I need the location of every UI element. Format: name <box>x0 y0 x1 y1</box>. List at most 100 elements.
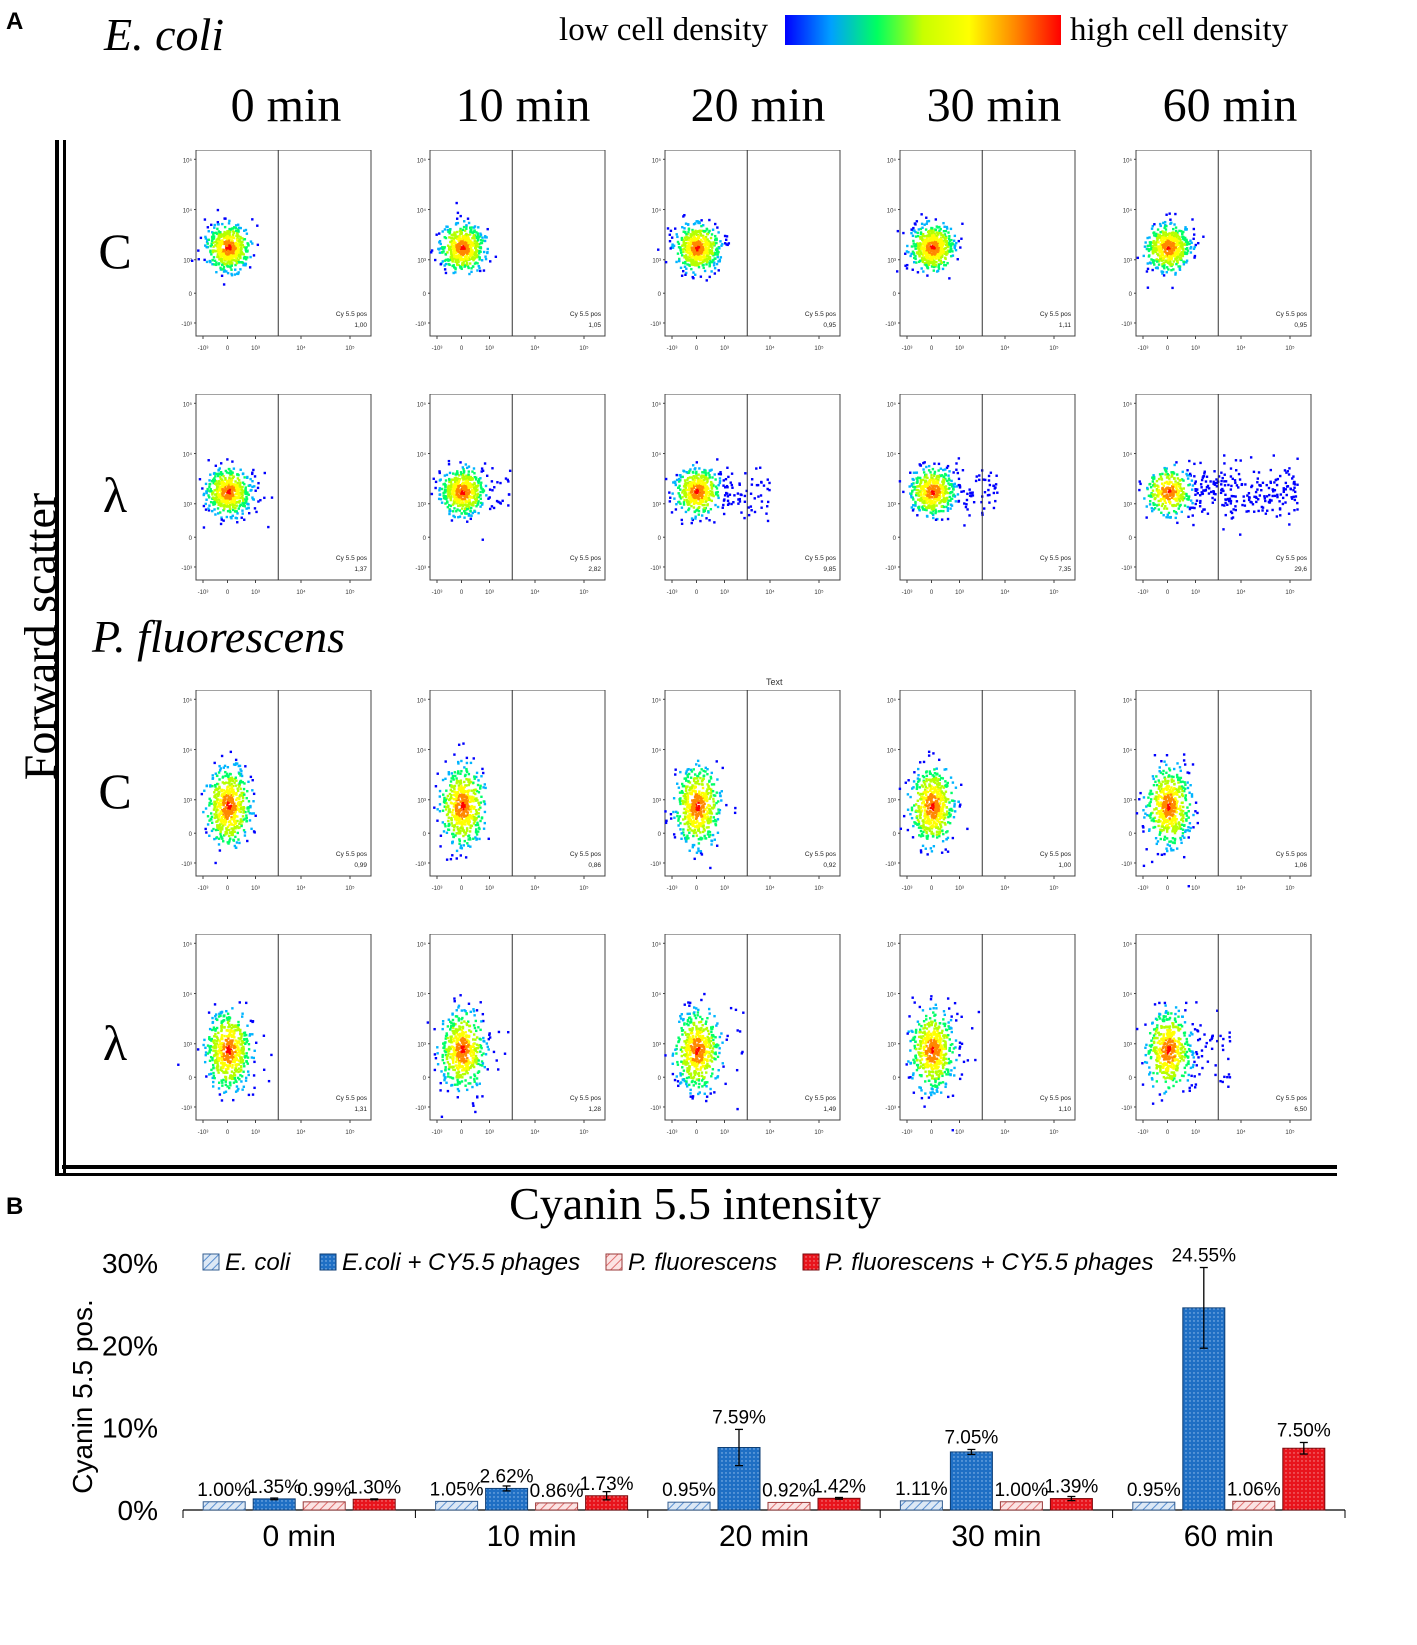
bar-s3-4 <box>1282 1447 1326 1511</box>
gate-value: 0,86 <box>588 862 601 869</box>
legend-label-2: P. fluorescens <box>628 1249 777 1276</box>
data-label: 1.06% <box>1227 1479 1281 1500</box>
bar-s1-1 <box>485 1487 529 1511</box>
svg-text:10³: 10³ <box>652 259 661 265</box>
gate-value: 2,82 <box>588 566 601 573</box>
gate-value: 7,35 <box>1058 566 1071 573</box>
flow-plot-r1-c3: 10⁵ 10⁴ 10³ 0 -10³ -10³ 0 10³ 10⁴ 10⁵ Cy 5.5 pos 7,… <box>885 394 1076 596</box>
gate-label: Cy 5.5 pos <box>805 1095 837 1102</box>
svg-text:10⁴: 10⁴ <box>1123 208 1133 215</box>
svg-text:10⁴: 10⁴ <box>417 208 427 215</box>
svg-text:10³: 10³ <box>887 259 896 265</box>
svg-text:-10³: -10³ <box>902 590 913 596</box>
svg-text:10⁵: 10⁵ <box>183 157 193 164</box>
svg-text:10⁴: 10⁴ <box>1236 345 1246 352</box>
frame-left-outer <box>55 140 59 1173</box>
bar-s0-1 <box>435 1500 479 1511</box>
x-category-label: 60 min <box>1184 1520 1274 1553</box>
bar-s2-2 <box>767 1501 811 1511</box>
row-label-pf-phage: λ <box>102 1015 128 1071</box>
cyanin-intensity-label: Cyanin 5.5 intensity <box>509 1178 881 1229</box>
svg-text:-10³: -10³ <box>885 322 896 328</box>
svg-text:10⁵: 10⁵ <box>417 157 427 164</box>
frame-bottom-upper <box>62 1165 1337 1169</box>
y-tick-label: 30% <box>102 1248 158 1279</box>
gate-value: 6,50 <box>1294 1106 1307 1113</box>
row-label-ecoli-control: C <box>98 223 132 279</box>
density-colorbar <box>785 15 1061 45</box>
gate-label: Cy 5.5 pos <box>805 311 837 318</box>
svg-text:10⁵: 10⁵ <box>887 157 897 164</box>
svg-text:10⁵: 10⁵ <box>345 589 355 596</box>
forward-scatter-label: Forward scatter <box>14 492 66 781</box>
time-header-2: 20 min <box>690 79 826 132</box>
data-label: 0.99% <box>297 1480 351 1501</box>
svg-text:10⁴: 10⁴ <box>765 589 775 596</box>
legend-label-0: E. coli <box>225 1249 291 1276</box>
svg-text:10⁴: 10⁴ <box>887 452 897 459</box>
svg-text:0: 0 <box>658 536 662 542</box>
gate-value: 1,00 <box>354 322 367 329</box>
data-label: 7.59% <box>712 1407 766 1428</box>
bar-s0-0 <box>202 1501 246 1511</box>
gate-label: Cy 5.5 pos <box>1276 311 1308 318</box>
svg-text:0: 0 <box>423 292 427 298</box>
legend-high-label: high cell density <box>1070 12 1289 48</box>
svg-text:10³: 10³ <box>720 590 729 596</box>
frame-left-inner <box>63 140 66 1173</box>
svg-text:10⁴: 10⁴ <box>1000 345 1010 352</box>
svg-text:0: 0 <box>1129 292 1133 298</box>
svg-text:-10³: -10³ <box>181 566 192 572</box>
flow-plot-r0-c4: 10⁵ 10⁴ 10³ 0 -10³ -10³ 0 10³ 10⁴ 10⁵ Cy 5.5 pos 0,… <box>1121 150 1312 352</box>
svg-text:0: 0 <box>695 590 699 596</box>
svg-text:10⁵: 10⁵ <box>183 401 193 408</box>
gate-label: Cy 5.5 pos <box>805 851 837 858</box>
gate-label: Cy 5.5 pos <box>570 1095 602 1102</box>
svg-text:10⁵: 10⁵ <box>814 589 824 596</box>
svg-text:10⁵: 10⁵ <box>1049 345 1059 352</box>
svg-text:10⁵: 10⁵ <box>652 401 662 408</box>
bar-s2-4 <box>1232 1500 1276 1511</box>
gate-label: Cy 5.5 pos <box>1040 555 1072 562</box>
gate-value: 1,37 <box>354 566 367 573</box>
gate-label: Cy 5.5 pos <box>336 311 368 318</box>
svg-text:10⁴: 10⁴ <box>183 208 193 215</box>
svg-text:0: 0 <box>695 346 699 352</box>
gate-label: Cy 5.5 pos <box>1040 1095 1072 1102</box>
svg-text:10³: 10³ <box>955 590 964 596</box>
gate-label: Cy 5.5 pos <box>570 311 602 318</box>
flow-plot-r1-c2: 10⁵ 10⁴ 10³ 0 -10³ -10³ 0 10³ 10⁴ 10⁵ Cy 5.5 pos 9,… <box>650 394 841 596</box>
svg-text:-10³: -10³ <box>415 566 426 572</box>
data-label: 2.62% <box>480 1466 534 1487</box>
gate-label: Cy 5.5 pos <box>336 1095 368 1102</box>
data-label: 0.86% <box>530 1481 584 1502</box>
flow-plot-r1-c0: 10⁵ 10⁴ 10³ 0 -10³ -10³ 0 10³ 10⁴ 10⁵ Cy 5.5 pos 1,… <box>181 394 372 596</box>
svg-text:10³: 10³ <box>183 503 192 509</box>
bar-s1-3 <box>949 1451 993 1511</box>
data-label: 24.55% <box>1172 1246 1237 1267</box>
gate-value: 1,10 <box>1058 1106 1071 1113</box>
svg-text:10⁵: 10⁵ <box>652 157 662 164</box>
svg-text:-10³: -10³ <box>667 590 678 596</box>
data-label: 0.95% <box>1127 1480 1181 1501</box>
svg-text:-10³: -10³ <box>650 566 661 572</box>
gate-label: Cy 5.5 pos <box>336 851 368 858</box>
data-label: 1.00% <box>994 1480 1048 1501</box>
bar-s0-2 <box>667 1501 711 1511</box>
data-label: 1.05% <box>430 1479 484 1500</box>
svg-text:10⁴: 10⁴ <box>530 345 540 352</box>
svg-text:10³: 10³ <box>251 590 260 596</box>
svg-text:-10³: -10³ <box>432 590 443 596</box>
svg-text:10⁴: 10⁴ <box>1000 589 1010 596</box>
svg-text:10³: 10³ <box>485 346 494 352</box>
svg-text:10⁵: 10⁵ <box>417 401 427 408</box>
legend-swatch-1 <box>319 1253 337 1271</box>
legend-swatch-3 <box>802 1253 820 1271</box>
svg-text:-10³: -10³ <box>198 590 209 596</box>
svg-text:-10³: -10³ <box>1121 322 1132 328</box>
